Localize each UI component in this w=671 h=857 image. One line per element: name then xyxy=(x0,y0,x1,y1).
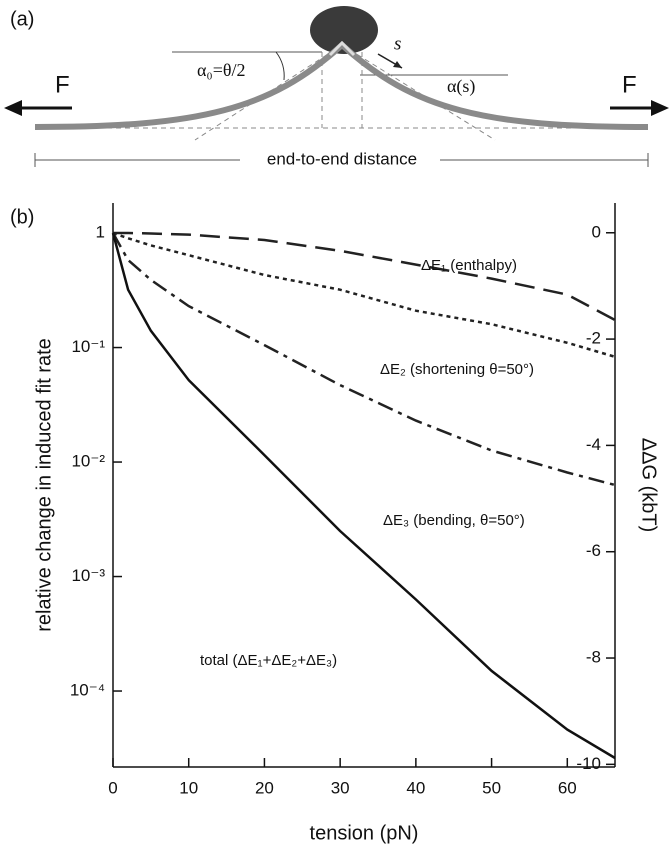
y-tick-label: 10⁻⁴ xyxy=(70,681,105,700)
series-line xyxy=(111,232,616,487)
x-tick-label: 60 xyxy=(558,778,577,797)
y2-tick-label: -10 xyxy=(576,754,601,773)
series-line xyxy=(111,232,616,760)
force-label: F xyxy=(55,71,70,98)
arrow-head xyxy=(651,100,669,116)
series-line xyxy=(113,231,616,322)
x-tick-label: 20 xyxy=(255,778,274,797)
y2-tick-label: -2 xyxy=(586,329,601,348)
arc-label: s xyxy=(394,33,401,54)
x-tick-label: 0 xyxy=(108,778,117,797)
x-axis-title: tension (pN) xyxy=(310,822,419,844)
y-tick-label: 10⁻¹ xyxy=(71,337,105,356)
y2-tick-label: -8 xyxy=(586,648,601,667)
x-tick-label: 10 xyxy=(179,778,198,797)
angle-arc xyxy=(275,51,285,81)
angle-label: α(s) xyxy=(447,76,475,97)
filament-tip xyxy=(328,40,356,57)
distance-label: end-to-end distance xyxy=(267,149,417,168)
filament xyxy=(34,40,649,130)
panel-label: (a) xyxy=(10,8,34,30)
y2-tick-label: -4 xyxy=(586,435,601,454)
series-label: ΔE₃ (bending, θ=50°) xyxy=(383,512,525,529)
y2-axis-title: ΔΔG (kbT) xyxy=(638,438,660,533)
x-tick-label: 40 xyxy=(406,778,425,797)
y-axis-title: relative change in induced fit rate xyxy=(33,338,55,632)
tangent xyxy=(194,44,343,141)
series-label: ΔE₁ (enthalpy) xyxy=(421,257,517,274)
protein xyxy=(310,6,378,54)
series-line xyxy=(112,231,616,358)
force-label: F xyxy=(622,71,637,98)
panel-label: (b) xyxy=(10,206,34,228)
arrow-head xyxy=(393,61,402,68)
y2-tick-label: 0 xyxy=(592,222,601,241)
y-tick-label: 10⁻² xyxy=(71,452,105,471)
arrow-head xyxy=(4,100,22,116)
label-bg xyxy=(240,150,440,170)
series-label: total (ΔE₁+ΔE₂+ΔE₃) xyxy=(200,652,337,669)
tangent xyxy=(341,44,496,141)
y2-tick-label: -6 xyxy=(586,541,601,560)
x-tick-label: 30 xyxy=(331,778,350,797)
x-tick-label: 50 xyxy=(482,778,501,797)
y-tick-label: 1 xyxy=(96,223,105,242)
series-label: ΔE₂ (shortening θ=50°) xyxy=(380,361,534,378)
y-tick-label: 10⁻³ xyxy=(71,566,105,585)
angle-label: α₀=θ/2 xyxy=(197,60,245,80)
